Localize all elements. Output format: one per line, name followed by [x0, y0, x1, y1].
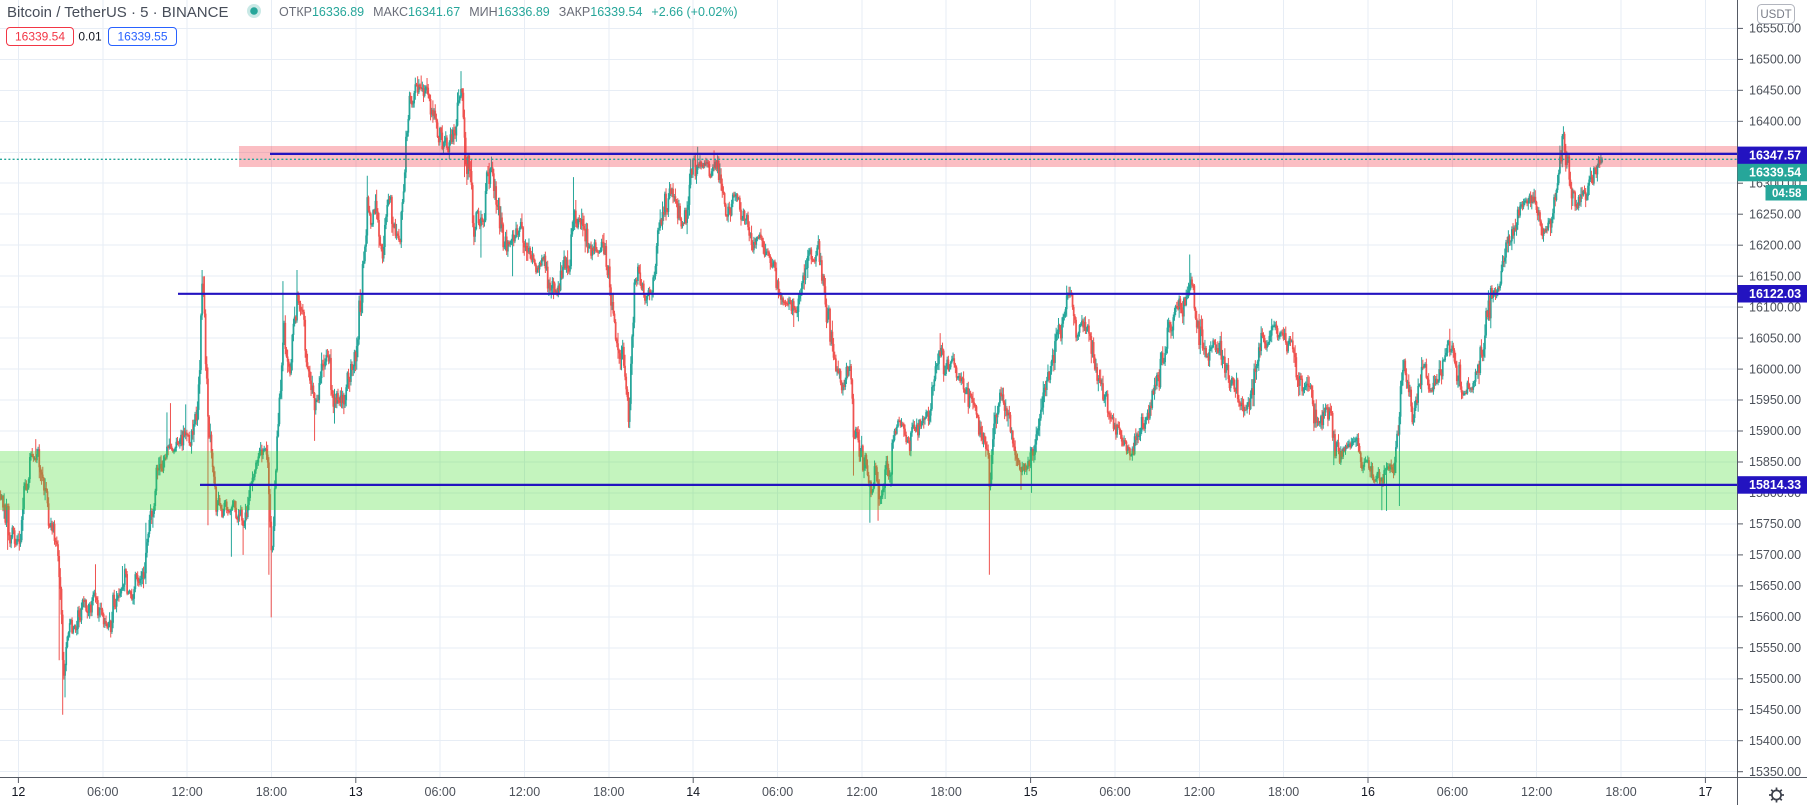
svg-text:16: 16 — [1361, 785, 1375, 799]
svg-text:15700.00: 15700.00 — [1749, 548, 1801, 562]
svg-text:15350.00: 15350.00 — [1749, 765, 1801, 779]
svg-text:15500.00: 15500.00 — [1749, 672, 1801, 686]
svg-text:12:00: 12:00 — [846, 785, 877, 799]
svg-text:15900.00: 15900.00 — [1749, 424, 1801, 438]
svg-text:14: 14 — [686, 785, 700, 799]
svg-text:0.01: 0.01 — [78, 30, 102, 44]
svg-text:16339.54: 16339.54 — [15, 30, 65, 44]
svg-text:15650.00: 15650.00 — [1749, 579, 1801, 593]
svg-text:12:00: 12:00 — [1184, 785, 1215, 799]
svg-text:12:00: 12:00 — [171, 785, 202, 799]
svg-text:12:00: 12:00 — [1521, 785, 1552, 799]
svg-text:16122.03: 16122.03 — [1749, 287, 1801, 301]
svg-text:04:58: 04:58 — [1772, 188, 1802, 200]
svg-text:16050.00: 16050.00 — [1749, 331, 1801, 345]
svg-text:06:00: 06:00 — [425, 785, 456, 799]
svg-text:15: 15 — [1024, 785, 1038, 799]
svg-text:15814.33: 15814.33 — [1749, 478, 1801, 492]
svg-text:06:00: 06:00 — [1437, 785, 1468, 799]
svg-text:16339.54: 16339.54 — [1749, 166, 1801, 180]
svg-text:16200.00: 16200.00 — [1749, 238, 1801, 252]
svg-text:17: 17 — [1698, 785, 1712, 799]
svg-text:06:00: 06:00 — [762, 785, 793, 799]
svg-text:15550.00: 15550.00 — [1749, 641, 1801, 655]
svg-text:13: 13 — [349, 785, 363, 799]
svg-text:16000.00: 16000.00 — [1749, 362, 1801, 376]
svg-text:15450.00: 15450.00 — [1749, 703, 1801, 717]
svg-text:15750.00: 15750.00 — [1749, 517, 1801, 531]
svg-text:18:00: 18:00 — [1605, 785, 1636, 799]
svg-text:15600.00: 15600.00 — [1749, 610, 1801, 624]
svg-text:12:00: 12:00 — [509, 785, 540, 799]
svg-text:USDT: USDT — [1760, 9, 1791, 21]
svg-text:16150.00: 16150.00 — [1749, 269, 1801, 283]
svg-text:18:00: 18:00 — [931, 785, 962, 799]
svg-text:Bitcoin / TetherUS · 5 · BINAN: Bitcoin / TetherUS · 5 · BINANCE — [7, 4, 228, 21]
svg-text:15950.00: 15950.00 — [1749, 393, 1801, 407]
svg-text:16500.00: 16500.00 — [1749, 53, 1801, 67]
svg-text:15850.00: 15850.00 — [1749, 455, 1801, 469]
svg-text:16347.57: 16347.57 — [1749, 149, 1801, 163]
svg-text:18:00: 18:00 — [593, 785, 624, 799]
svg-text:06:00: 06:00 — [1099, 785, 1130, 799]
svg-text:16450.00: 16450.00 — [1749, 84, 1801, 98]
svg-text:18:00: 18:00 — [1268, 785, 1299, 799]
svg-text:18:00: 18:00 — [256, 785, 287, 799]
svg-text:15400.00: 15400.00 — [1749, 734, 1801, 748]
svg-text:16250.00: 16250.00 — [1749, 207, 1801, 221]
svg-text:16400.00: 16400.00 — [1749, 115, 1801, 129]
svg-text:06:00: 06:00 — [87, 785, 118, 799]
svg-text:16339.55: 16339.55 — [117, 30, 167, 44]
svg-text:12: 12 — [11, 785, 25, 799]
